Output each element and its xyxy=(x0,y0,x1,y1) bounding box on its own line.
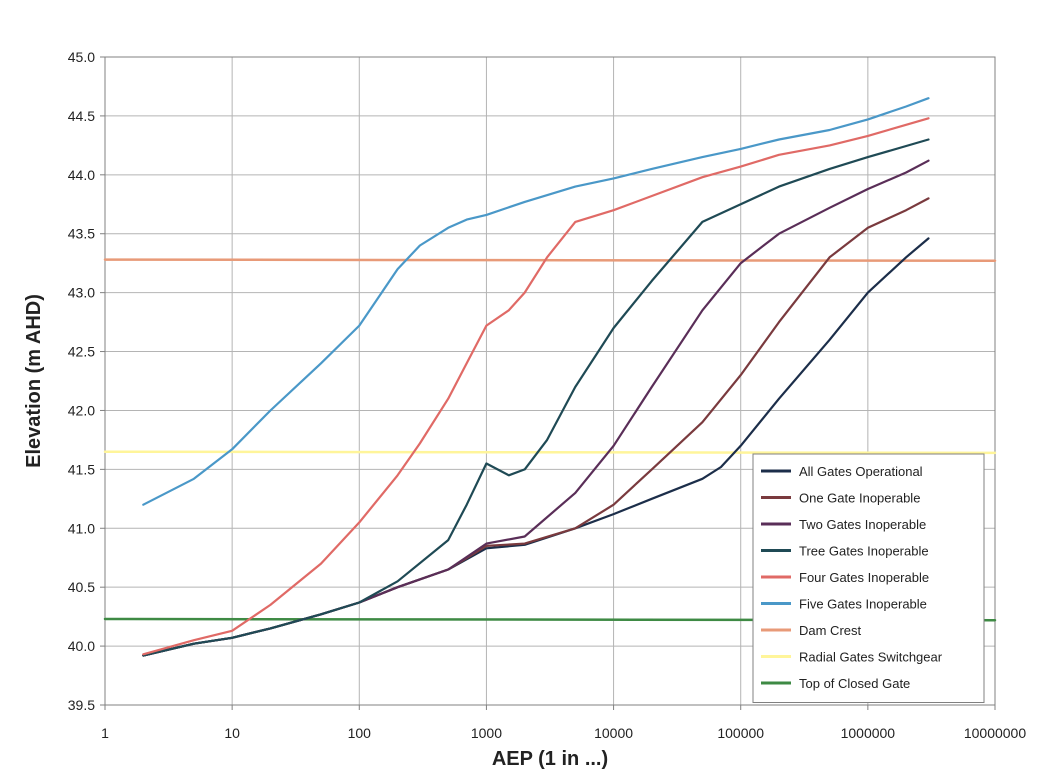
x-tick-label: 10000 xyxy=(594,725,633,741)
y-tick-label: 40.0 xyxy=(68,638,95,654)
y-tick-label: 40.5 xyxy=(68,579,95,595)
y-tick-label: 39.5 xyxy=(68,697,95,713)
y-axis-title: Elevation (m AHD) xyxy=(23,294,45,468)
series-line-five-gates-inoperable xyxy=(142,97,930,506)
x-tick-label: 10 xyxy=(224,725,240,741)
plot-area xyxy=(104,56,996,706)
x-tick-label: 10000000 xyxy=(964,725,1027,741)
legend-label-dam-crest: Dam Crest xyxy=(799,623,862,638)
legend-label-top-of-closed-gate: Top of Closed Gate xyxy=(799,676,910,691)
y-tick-label: 43.0 xyxy=(68,285,95,301)
series-line-dam-crest xyxy=(103,258,997,263)
legend: All Gates Operational One Gate Inoperable… xyxy=(752,453,985,703)
y-tick-label: 43.5 xyxy=(68,226,95,242)
legend-label-one-gate-inoperable: One Gate Inoperable xyxy=(799,491,920,506)
x-tick-label: 100000 xyxy=(717,725,764,741)
x-tick-label: 1000 xyxy=(471,725,502,741)
axes: 39.5 40.0 40.5 41.0 41.5 42.0 42.5 43.0 43.5 44.0… xyxy=(68,49,1027,741)
legend-label-tree-gates-inoperable: Tree Gates Inoperable xyxy=(799,544,929,559)
y-tick-label: 44.0 xyxy=(68,167,95,183)
legend-label-all-gates-operational: All Gates Operational xyxy=(799,464,923,479)
x-tick-label: 1 xyxy=(101,725,109,741)
y-tick-label: 41.0 xyxy=(68,520,95,536)
y-tick-label: 42.0 xyxy=(68,402,95,418)
y-tick-label: 44.5 xyxy=(68,108,95,124)
x-axis-title: AEP (1 in ...) xyxy=(492,748,608,770)
legend-label-two-gates-inoperable: Two Gates Inoperable xyxy=(799,517,926,532)
series-line-tree-gates-inoperable xyxy=(142,138,930,657)
legend-label-five-gates-inoperable: Five Gates Inoperable xyxy=(799,597,927,612)
x-tick-label: 100 xyxy=(348,725,372,741)
x-tick-label: 1000000 xyxy=(841,725,896,741)
y-tick-label: 45.0 xyxy=(68,49,95,65)
series-line-radial-gates-switchgear xyxy=(103,450,997,455)
series-group xyxy=(103,97,997,657)
legend-label-radial-gates-switchgear: Radial Gates Switchgear xyxy=(799,650,943,665)
legend-label-four-gates-inoperable: Four Gates Inoperable xyxy=(799,570,929,585)
series-line-four-gates-inoperable xyxy=(142,117,930,656)
y-tick-label: 42.5 xyxy=(68,344,95,360)
legend-box xyxy=(752,453,985,703)
y-tick-label: 41.5 xyxy=(68,461,95,477)
